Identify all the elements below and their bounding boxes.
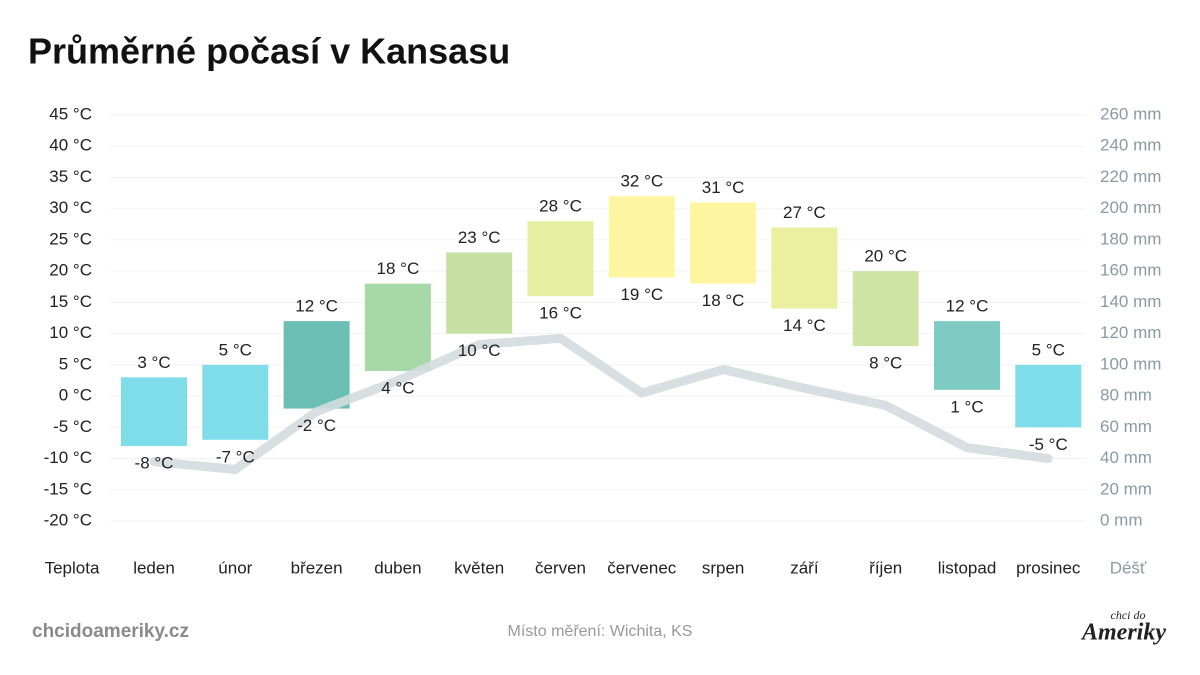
y2-tick-label: 260 mm (1100, 104, 1161, 123)
range-bar (364, 283, 431, 372)
range-bar (934, 321, 1000, 390)
range-bar (608, 196, 675, 278)
x-tick-label: únor (218, 558, 252, 577)
range-bar (527, 221, 594, 297)
x-axis-label: Teplota (45, 558, 100, 577)
y2-tick-label: 160 mm (1100, 261, 1161, 280)
low-label: 10 °C (458, 341, 501, 360)
y2-tick-label: 140 mm (1100, 292, 1161, 311)
high-label: 31 °C (702, 178, 745, 197)
range-bar (1015, 364, 1082, 428)
low-label: -7 °C (216, 447, 255, 466)
location-note: Místo měření: Wichita, KS (508, 623, 693, 640)
high-label: 5 °C (219, 340, 252, 359)
high-label: 27 °C (783, 203, 826, 222)
y-tick-label: 40 °C (49, 136, 92, 155)
y2-tick-label: 180 mm (1100, 229, 1161, 248)
high-label: 5 °C (1032, 340, 1065, 359)
x-tick-label: červenec (607, 558, 676, 577)
y-tick-label: 35 °C (49, 167, 92, 186)
low-label: 14 °C (783, 316, 826, 335)
y2-tick-label: 20 mm (1100, 479, 1152, 498)
x-tick-label: listopad (938, 558, 997, 577)
y-tick-label: 0 °C (59, 386, 92, 405)
x-tick-label: květen (454, 558, 504, 577)
low-label: -2 °C (297, 416, 336, 435)
site-name: chcidoameriky.cz (32, 621, 189, 642)
y2-tick-label: 0 mm (1100, 510, 1143, 529)
x-tick-label: prosinec (1016, 558, 1081, 577)
y2-tick-label: 120 mm (1100, 323, 1161, 342)
y-tick-label: 20 °C (49, 261, 92, 280)
high-label: 20 °C (864, 247, 907, 266)
low-label: 18 °C (702, 291, 745, 310)
low-label: 4 °C (381, 379, 414, 398)
x-tick-label: září (790, 558, 819, 577)
x-tick-label: červen (535, 558, 586, 577)
high-label: 28 °C (539, 197, 582, 216)
high-label: 23 °C (458, 228, 501, 247)
low-label: 1 °C (950, 397, 983, 416)
range-bar (283, 321, 350, 409)
low-label: 19 °C (620, 285, 663, 304)
y-tick-label: 15 °C (49, 292, 92, 311)
x-tick-label: březen (291, 558, 343, 577)
y-tick-label: 10 °C (49, 323, 92, 342)
x-tick-label: srpen (702, 558, 745, 577)
low-label: -8 °C (135, 454, 174, 473)
range-bar (446, 252, 513, 334)
high-label: 12 °C (295, 297, 338, 316)
range-bar (852, 271, 919, 347)
range-bar (202, 364, 269, 440)
y2-tick-label: 220 mm (1100, 167, 1161, 186)
y-tick-label: -15 °C (44, 479, 92, 498)
low-label: 16 °C (539, 304, 582, 323)
x-tick-label: duben (374, 558, 421, 577)
y-tick-label: -5 °C (53, 417, 92, 436)
y-tick-label: -10 °C (44, 448, 92, 467)
high-label: 32 °C (620, 172, 663, 191)
y-tick-label: 5 °C (59, 354, 92, 373)
y-tick-label: 30 °C (49, 198, 92, 217)
y-tick-label: 45 °C (49, 104, 92, 123)
y2-tick-label: 60 mm (1100, 417, 1152, 436)
high-label: 12 °C (946, 297, 989, 316)
logo-bottom: Ameriky (1080, 620, 1166, 646)
low-label: -5 °C (1029, 435, 1068, 454)
x-tick-label: říjen (869, 558, 902, 577)
range-bar (771, 227, 838, 309)
high-label: 3 °C (137, 353, 170, 372)
y2-tick-label: 200 mm (1100, 198, 1161, 217)
chart-title: Průměrné počasí v Kansasu (28, 31, 510, 72)
y2-tick-label: 40 mm (1100, 448, 1152, 467)
y2-tick-label: 240 mm (1100, 136, 1161, 155)
range-bar (690, 202, 757, 284)
logo-top: chci do (1111, 608, 1146, 622)
y2-axis-label: Déšť (1110, 558, 1147, 577)
y-tick-label: 25 °C (49, 229, 92, 248)
x-tick-label: leden (133, 558, 175, 577)
y2-tick-label: 80 mm (1100, 386, 1152, 405)
rain-line (149, 333, 1053, 474)
range-bar (121, 377, 187, 447)
y-tick-label: -20 °C (44, 510, 92, 529)
high-label: 18 °C (377, 259, 420, 278)
y2-tick-label: 100 mm (1100, 354, 1161, 373)
low-label: 8 °C (869, 354, 902, 373)
